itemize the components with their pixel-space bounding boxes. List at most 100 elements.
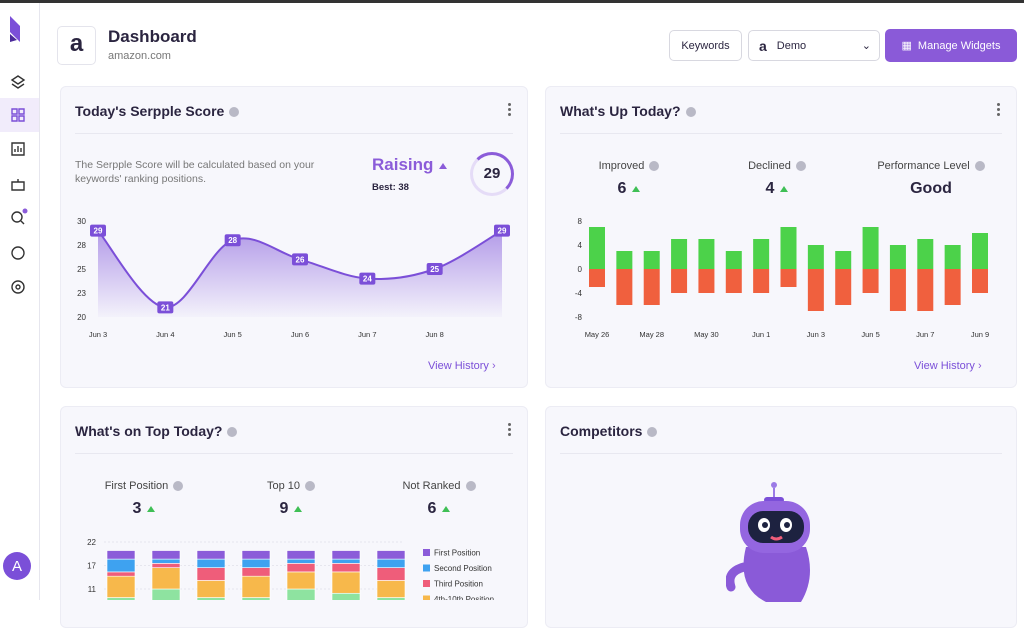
logo bbox=[10, 16, 20, 42]
decoration bbox=[780, 185, 789, 192]
tool-icon[interactable] bbox=[11, 246, 25, 260]
y-tick-label: 4 bbox=[578, 241, 583, 250]
bot-icon[interactable] bbox=[11, 179, 25, 191]
view-history[interactable]: View History › bbox=[914, 360, 982, 372]
y-tick-label: 25 bbox=[77, 265, 86, 274]
bar bbox=[807, 269, 824, 311]
keywords-button[interactable]: Keywords bbox=[669, 30, 742, 61]
x-tick-label: May 30 bbox=[694, 330, 719, 339]
bar bbox=[917, 239, 934, 269]
project-label: Demo bbox=[776, 39, 807, 52]
bar bbox=[807, 245, 824, 269]
decoration bbox=[508, 428, 511, 431]
score-card: Today's Serpple Score The Serpple Score … bbox=[60, 86, 528, 388]
bar bbox=[753, 269, 770, 293]
decoration bbox=[685, 107, 696, 118]
bar bbox=[862, 227, 879, 269]
bar-segment bbox=[376, 580, 406, 598]
decoration bbox=[795, 161, 806, 172]
menu[interactable] bbox=[508, 423, 511, 438]
text: Performance Level bbox=[877, 160, 970, 172]
settings-icon[interactable] bbox=[11, 280, 25, 294]
stat-label: First Position bbox=[64, 480, 224, 492]
decoration bbox=[997, 108, 1000, 111]
decoration bbox=[229, 107, 240, 118]
bar bbox=[589, 269, 605, 287]
bar-segment bbox=[286, 588, 316, 600]
stat-value: 3 bbox=[64, 500, 224, 518]
text: View History bbox=[914, 360, 975, 372]
stat-label: Top 10 bbox=[211, 480, 371, 492]
search-icon[interactable] bbox=[11, 211, 23, 223]
decoration bbox=[508, 423, 511, 426]
dashboard-icon[interactable] bbox=[11, 108, 25, 122]
legend-label: Second Position bbox=[434, 564, 492, 573]
menu[interactable] bbox=[508, 103, 511, 118]
bar-segment bbox=[151, 558, 181, 564]
bar-segment bbox=[151, 550, 181, 560]
decoration bbox=[647, 427, 658, 438]
stat-value: 9 bbox=[211, 500, 371, 518]
view-history[interactable]: View History › bbox=[428, 360, 496, 372]
bar-segment bbox=[196, 558, 226, 568]
x-tick-label: May 28 bbox=[639, 330, 664, 339]
decoration bbox=[75, 453, 513, 454]
card-title: What's Up Today? bbox=[560, 103, 696, 119]
manage-widgets-button[interactable]: ▦ Manage Widgets bbox=[885, 29, 1017, 62]
avatar-letter: A bbox=[12, 558, 22, 575]
manage-widgets-label: Manage Widgets bbox=[917, 39, 1001, 52]
bar-segment bbox=[376, 567, 406, 581]
text: Not Ranked bbox=[402, 480, 461, 492]
decoration bbox=[227, 427, 238, 438]
bar-segment bbox=[241, 575, 271, 598]
text: Declined bbox=[748, 160, 791, 172]
bar-segment bbox=[331, 558, 361, 564]
bar-segment bbox=[286, 550, 316, 560]
bar-segment bbox=[376, 550, 406, 560]
bar-segment bbox=[151, 588, 181, 600]
text: 6 bbox=[427, 500, 437, 517]
layers-icon[interactable] bbox=[10, 75, 26, 89]
decoration bbox=[147, 505, 156, 512]
x-tick-label: Jun 8 bbox=[425, 330, 443, 339]
page-title: Dashboard bbox=[108, 27, 197, 46]
y-tick-label: 8 bbox=[578, 217, 583, 226]
decoration bbox=[465, 481, 476, 492]
text: Good bbox=[910, 180, 952, 197]
bar bbox=[589, 227, 605, 269]
point-label: 21 bbox=[161, 303, 170, 312]
project-logo: a bbox=[759, 37, 767, 54]
legend-swatch bbox=[423, 595, 430, 600]
decoration bbox=[439, 162, 448, 169]
menu[interactable] bbox=[997, 103, 1000, 118]
bar bbox=[972, 269, 988, 293]
legend-swatch bbox=[423, 564, 430, 572]
bar bbox=[889, 269, 906, 311]
active-item bbox=[0, 98, 39, 132]
point-label-bg bbox=[426, 263, 443, 275]
trend-text: Raising bbox=[372, 155, 434, 174]
project-select[interactable]: a Demo ⌄ bbox=[748, 30, 880, 61]
area-fill bbox=[98, 230, 502, 317]
text: First Position bbox=[104, 480, 169, 492]
decoration bbox=[997, 103, 1000, 106]
decoration bbox=[294, 505, 303, 512]
bar-segment bbox=[331, 550, 361, 560]
y-tick-label: -8 bbox=[575, 313, 583, 322]
point-label-bg bbox=[292, 253, 308, 266]
score-ring: 29 bbox=[470, 152, 514, 196]
decoration bbox=[508, 108, 511, 111]
bar-segment bbox=[376, 558, 406, 568]
y-tick-label: 23 bbox=[77, 289, 86, 298]
bar bbox=[643, 269, 660, 305]
avatar[interactable] bbox=[3, 552, 31, 580]
grid-icon: ▦ bbox=[901, 40, 912, 52]
top-chart: 11 17 22 First Position Second Position Third… bbox=[87, 538, 494, 600]
point-label-bg bbox=[90, 224, 106, 237]
y-tick-label: -4 bbox=[575, 289, 583, 298]
chart-icon[interactable] bbox=[11, 142, 25, 156]
bar-segment bbox=[331, 571, 361, 594]
stat-label: Improved bbox=[549, 160, 709, 172]
domain[interactable]: amazon.com bbox=[108, 50, 171, 62]
text: Improved bbox=[598, 160, 645, 172]
